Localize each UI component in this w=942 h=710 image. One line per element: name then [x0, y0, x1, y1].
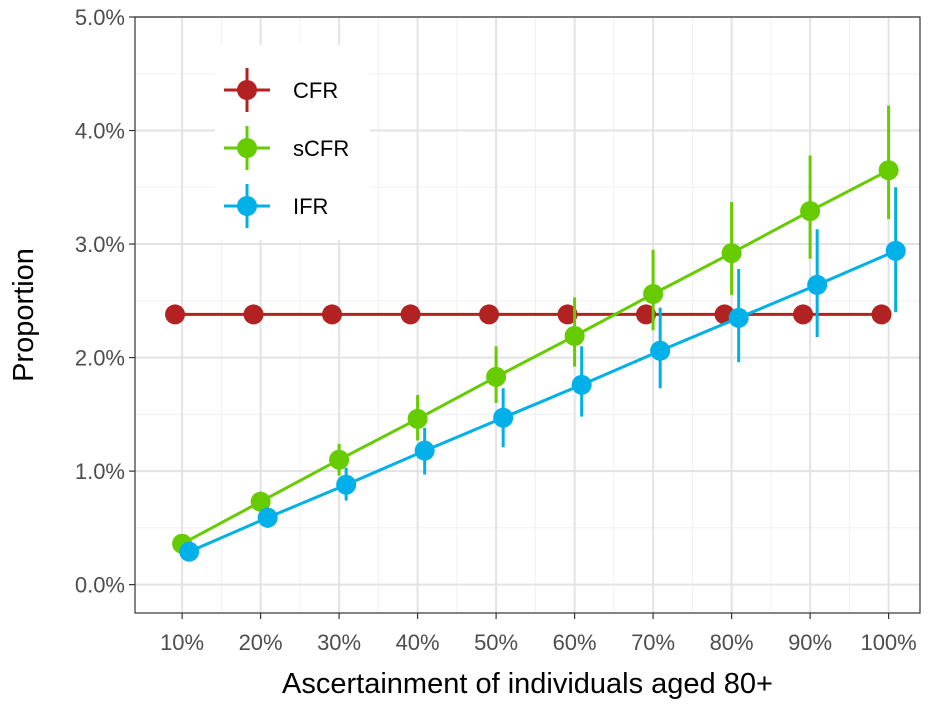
ifr-point	[650, 340, 671, 361]
ifr-legend-label: IFR	[293, 194, 328, 219]
cfr-point	[557, 304, 578, 325]
y-axis-title: Proportion	[8, 248, 40, 382]
cfr-point	[243, 304, 264, 325]
scfr-point	[564, 326, 585, 347]
ifr-series	[179, 187, 906, 562]
y-tick-label: 4.0%	[75, 119, 125, 144]
ifr-point	[807, 274, 828, 295]
cfr-legend-marker	[237, 80, 257, 100]
y-tick-label: 2.0%	[75, 346, 125, 371]
ifr-point	[571, 374, 592, 395]
ifr-point	[493, 407, 514, 428]
y-tick-label: 5.0%	[75, 5, 125, 30]
cfr-point	[322, 304, 343, 325]
x-tick-label: 50%	[474, 630, 518, 655]
scfr-point	[800, 201, 821, 222]
x-tick-label: 30%	[317, 630, 361, 655]
scfr-legend-label: sCFR	[293, 136, 349, 161]
ifr-point	[885, 240, 906, 261]
scfr-point	[721, 243, 742, 264]
scfr-point	[486, 366, 507, 387]
y-tick-labels: 0.0% 1.0% 2.0% 3.0% 4.0% 5.0%	[75, 5, 125, 598]
x-tick-label: 100%	[860, 630, 916, 655]
scfr-point	[643, 283, 664, 304]
cfr-point	[636, 304, 657, 325]
cfr-series	[165, 304, 892, 325]
y-tick-label: 1.0%	[75, 459, 125, 484]
scfr-line	[181, 168, 890, 546]
x-tick-labels: 10% 20% 30% 40% 50% 60% 70% 80% 90% 100%	[160, 630, 917, 655]
axis-ticks	[129, 16, 890, 619]
ifr-point	[257, 507, 278, 528]
cfr-point	[165, 304, 186, 325]
x-tick-label: 40%	[396, 630, 440, 655]
cfr-point	[871, 304, 892, 325]
scfr-point	[407, 408, 428, 429]
ifr-point	[728, 307, 749, 328]
scfr-legend-marker	[237, 138, 257, 158]
ifr-point	[179, 541, 200, 562]
scfr-point	[878, 160, 899, 181]
cfr-legend-label: CFR	[293, 78, 338, 103]
x-axis-title: Ascertainment of individuals aged 80+	[282, 668, 773, 700]
x-tick-label: 70%	[631, 630, 675, 655]
cfr-point	[793, 304, 814, 325]
ifr-legend-marker	[237, 196, 257, 216]
x-tick-label: 60%	[553, 630, 597, 655]
cfr-point	[479, 304, 500, 325]
ifr-point	[336, 474, 357, 495]
scfr-point	[329, 449, 350, 470]
y-tick-label: 3.0%	[75, 232, 125, 257]
series-layer	[165, 105, 906, 562]
x-tick-label: 90%	[788, 630, 832, 655]
x-tick-label: 10%	[160, 630, 204, 655]
y-tick-label: 0.0%	[75, 573, 125, 598]
x-tick-label: 20%	[239, 630, 283, 655]
cfr-point	[400, 304, 421, 325]
ifr-line	[188, 249, 897, 554]
panel-border	[134, 16, 921, 614]
legend: CFR sCFR IFR	[215, 45, 370, 240]
scfr-point	[250, 491, 271, 512]
ifr-point	[414, 440, 435, 461]
x-tick-label: 80%	[710, 630, 754, 655]
